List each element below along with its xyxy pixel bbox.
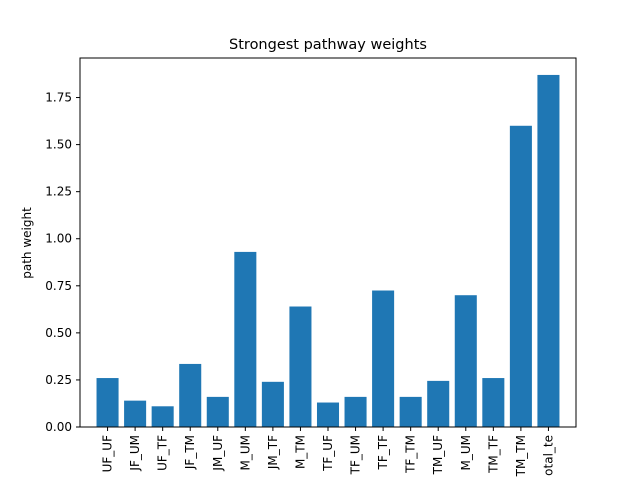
y-tick-label: 0.00 xyxy=(45,420,72,434)
x-tick-label: JF_TM xyxy=(183,435,197,470)
x-tick-label: JF_UM xyxy=(128,435,142,472)
bar xyxy=(234,251,257,427)
x-tick-label: JM_TF xyxy=(266,435,280,470)
bar xyxy=(372,290,395,427)
y-tick-label: 0.25 xyxy=(45,373,72,387)
bar xyxy=(261,381,284,427)
bar xyxy=(344,396,367,427)
x-tick-label: TF_TM xyxy=(404,435,418,474)
bar xyxy=(537,74,560,427)
bar xyxy=(96,378,119,427)
bar xyxy=(206,396,229,427)
plot-frame xyxy=(79,57,577,428)
x-tick-label: M_UM xyxy=(459,435,473,471)
y-tick-label: 1.50 xyxy=(45,138,72,152)
y-tick-label: 0.75 xyxy=(45,279,72,293)
bar xyxy=(509,125,532,427)
chart-title: Strongest pathway weights xyxy=(229,37,427,53)
y-axis-label: path weight xyxy=(20,207,34,279)
bar xyxy=(427,380,450,428)
y-tick-label: 0.50 xyxy=(45,326,72,340)
x-tick-label: otal_te xyxy=(541,435,555,476)
bar xyxy=(151,406,174,427)
x-tick-label: TF_TF xyxy=(376,435,390,471)
x-tick-label: M_TM xyxy=(293,435,307,469)
bar xyxy=(124,400,147,427)
x-tick-label: TM_TF xyxy=(486,435,500,474)
bar xyxy=(399,396,422,427)
bar xyxy=(482,378,505,427)
x-tick-label: TF_UM xyxy=(349,435,363,475)
bar xyxy=(289,306,312,427)
y-axis-ticks: 0.00 0.25 0.50 0.75 1.00 1.25 1.50 1.75 xyxy=(45,91,80,434)
x-tick-label: UF_UF xyxy=(101,435,115,472)
x-axis-ticks: UF_UF JF_UM UF_TF JF_TM JM_UF M_UM JM_TF M_TM TF… xyxy=(101,427,555,477)
x-tick-label: JM_UF xyxy=(211,435,225,472)
x-tick-label: TF_UF xyxy=(321,435,335,472)
x-tick-label: M_UM xyxy=(238,435,252,471)
bar xyxy=(179,363,202,427)
y-tick-label: 1.00 xyxy=(45,232,72,246)
bars xyxy=(96,74,560,428)
bar xyxy=(316,402,340,427)
x-tick-label: TM_TM xyxy=(514,435,528,477)
y-tick-label: 1.75 xyxy=(45,91,72,105)
bar xyxy=(454,295,477,427)
y-tick-label: 1.25 xyxy=(45,185,72,199)
x-tick-label: TM_UF xyxy=(431,435,445,475)
x-tick-label: UF_TF xyxy=(156,435,170,471)
